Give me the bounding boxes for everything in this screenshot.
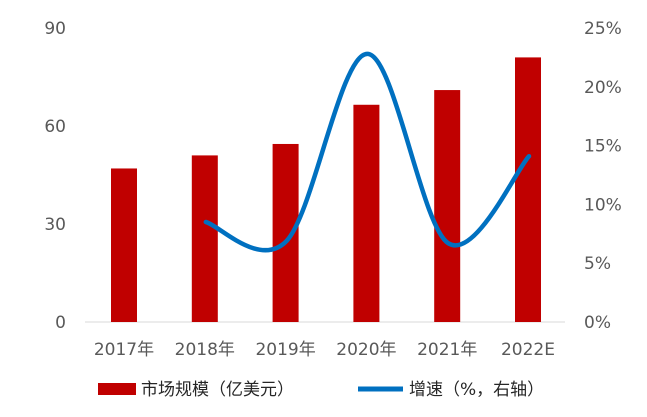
y-axis-right: 0% 5% 10% 15% 20% 25% [584,19,622,333]
x-tick-label: 2022E [501,340,555,360]
legend-bar-label: 市场规模（亿美元） [141,380,294,400]
bar-3 [353,104,380,323]
legend: 市场规模（亿美元） 增速（%，右轴） [98,380,544,400]
legend-bar-swatch [98,383,136,395]
bar-4 [434,90,461,322]
bar-series [111,57,541,323]
x-tick-label: 2019年 [255,340,315,360]
growth-line [203,51,532,253]
y-left-tick-label: 0 [55,313,66,333]
line-series [203,51,532,253]
x-tick-label: 2021年 [417,340,477,360]
y-right-tick-label: 0% [584,313,611,333]
y-right-tick-label: 10% [584,195,622,215]
y-right-tick-label: 15% [584,137,622,157]
x-tick-label: 2018年 [175,340,235,360]
y-right-tick-label: 5% [584,254,611,274]
x-tick-label: 2017年 [94,340,154,360]
y-right-tick-label: 25% [584,19,622,39]
bar-5 [515,57,541,323]
y-left-tick-label: 30 [44,215,66,235]
x-tick-label: 2020年 [336,340,396,360]
y-right-tick-label: 20% [584,78,622,98]
legend-line-label: 增速（%，右轴） [409,380,544,400]
bar-1 [191,155,218,322]
x-axis-labels: 2017年 2018年 2019年 2020年 2021年 2022E [94,340,555,360]
bar-0 [111,168,137,322]
y-axis-left: 0 30 60 90 [44,19,66,333]
y-left-tick-label: 60 [44,117,66,137]
y-left-tick-label: 90 [44,19,66,39]
